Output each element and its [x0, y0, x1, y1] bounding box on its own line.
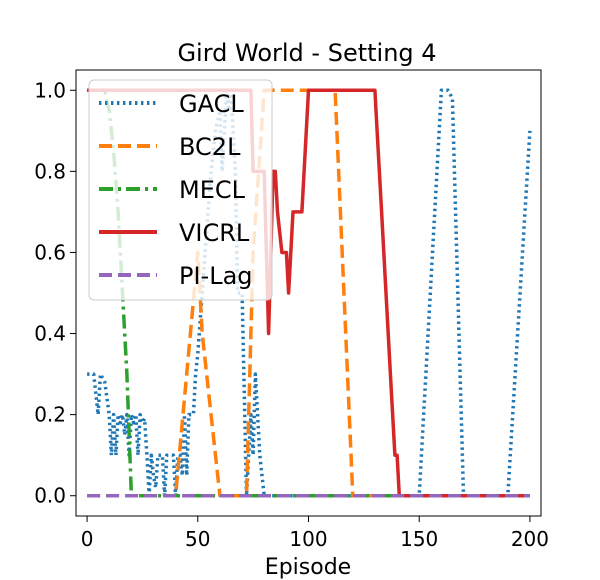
- chart-title: Gird World - Setting 4: [177, 39, 436, 67]
- y-tick-label: 0.2: [34, 403, 66, 427]
- y-tick-label: 1.0: [34, 78, 66, 102]
- y-axis-ticks: 0.0 0.2 0.4 0.6 0.8 1.0: [34, 78, 76, 508]
- legend-label-vicrl: VICRL: [179, 219, 250, 247]
- x-axis-ticks: 0 50 100 150 200: [81, 516, 549, 551]
- legend-label-mecl: MECL: [179, 176, 246, 204]
- x-tick-label: 100: [289, 527, 327, 551]
- y-tick-label: 0.4: [34, 322, 66, 346]
- x-axis-label: Episode: [265, 555, 351, 580]
- legend-label-pi-lag: PI-Lag: [179, 262, 253, 290]
- y-tick-label: 0.6: [34, 240, 66, 264]
- legend-label-bc2l: BC2L: [179, 133, 241, 161]
- legend-label-gacl: GACL: [179, 90, 244, 118]
- x-tick-label: 50: [185, 527, 210, 551]
- x-tick-label: 0: [81, 527, 94, 551]
- legend: GACL BC2L MECL VICRL PI-Lag: [88, 79, 273, 301]
- y-tick-label: 0.8: [34, 159, 66, 183]
- x-tick-label: 200: [511, 527, 549, 551]
- legend-frame: [88, 79, 273, 301]
- x-tick-label: 150: [400, 527, 438, 551]
- y-tick-label: 0.0: [34, 484, 66, 508]
